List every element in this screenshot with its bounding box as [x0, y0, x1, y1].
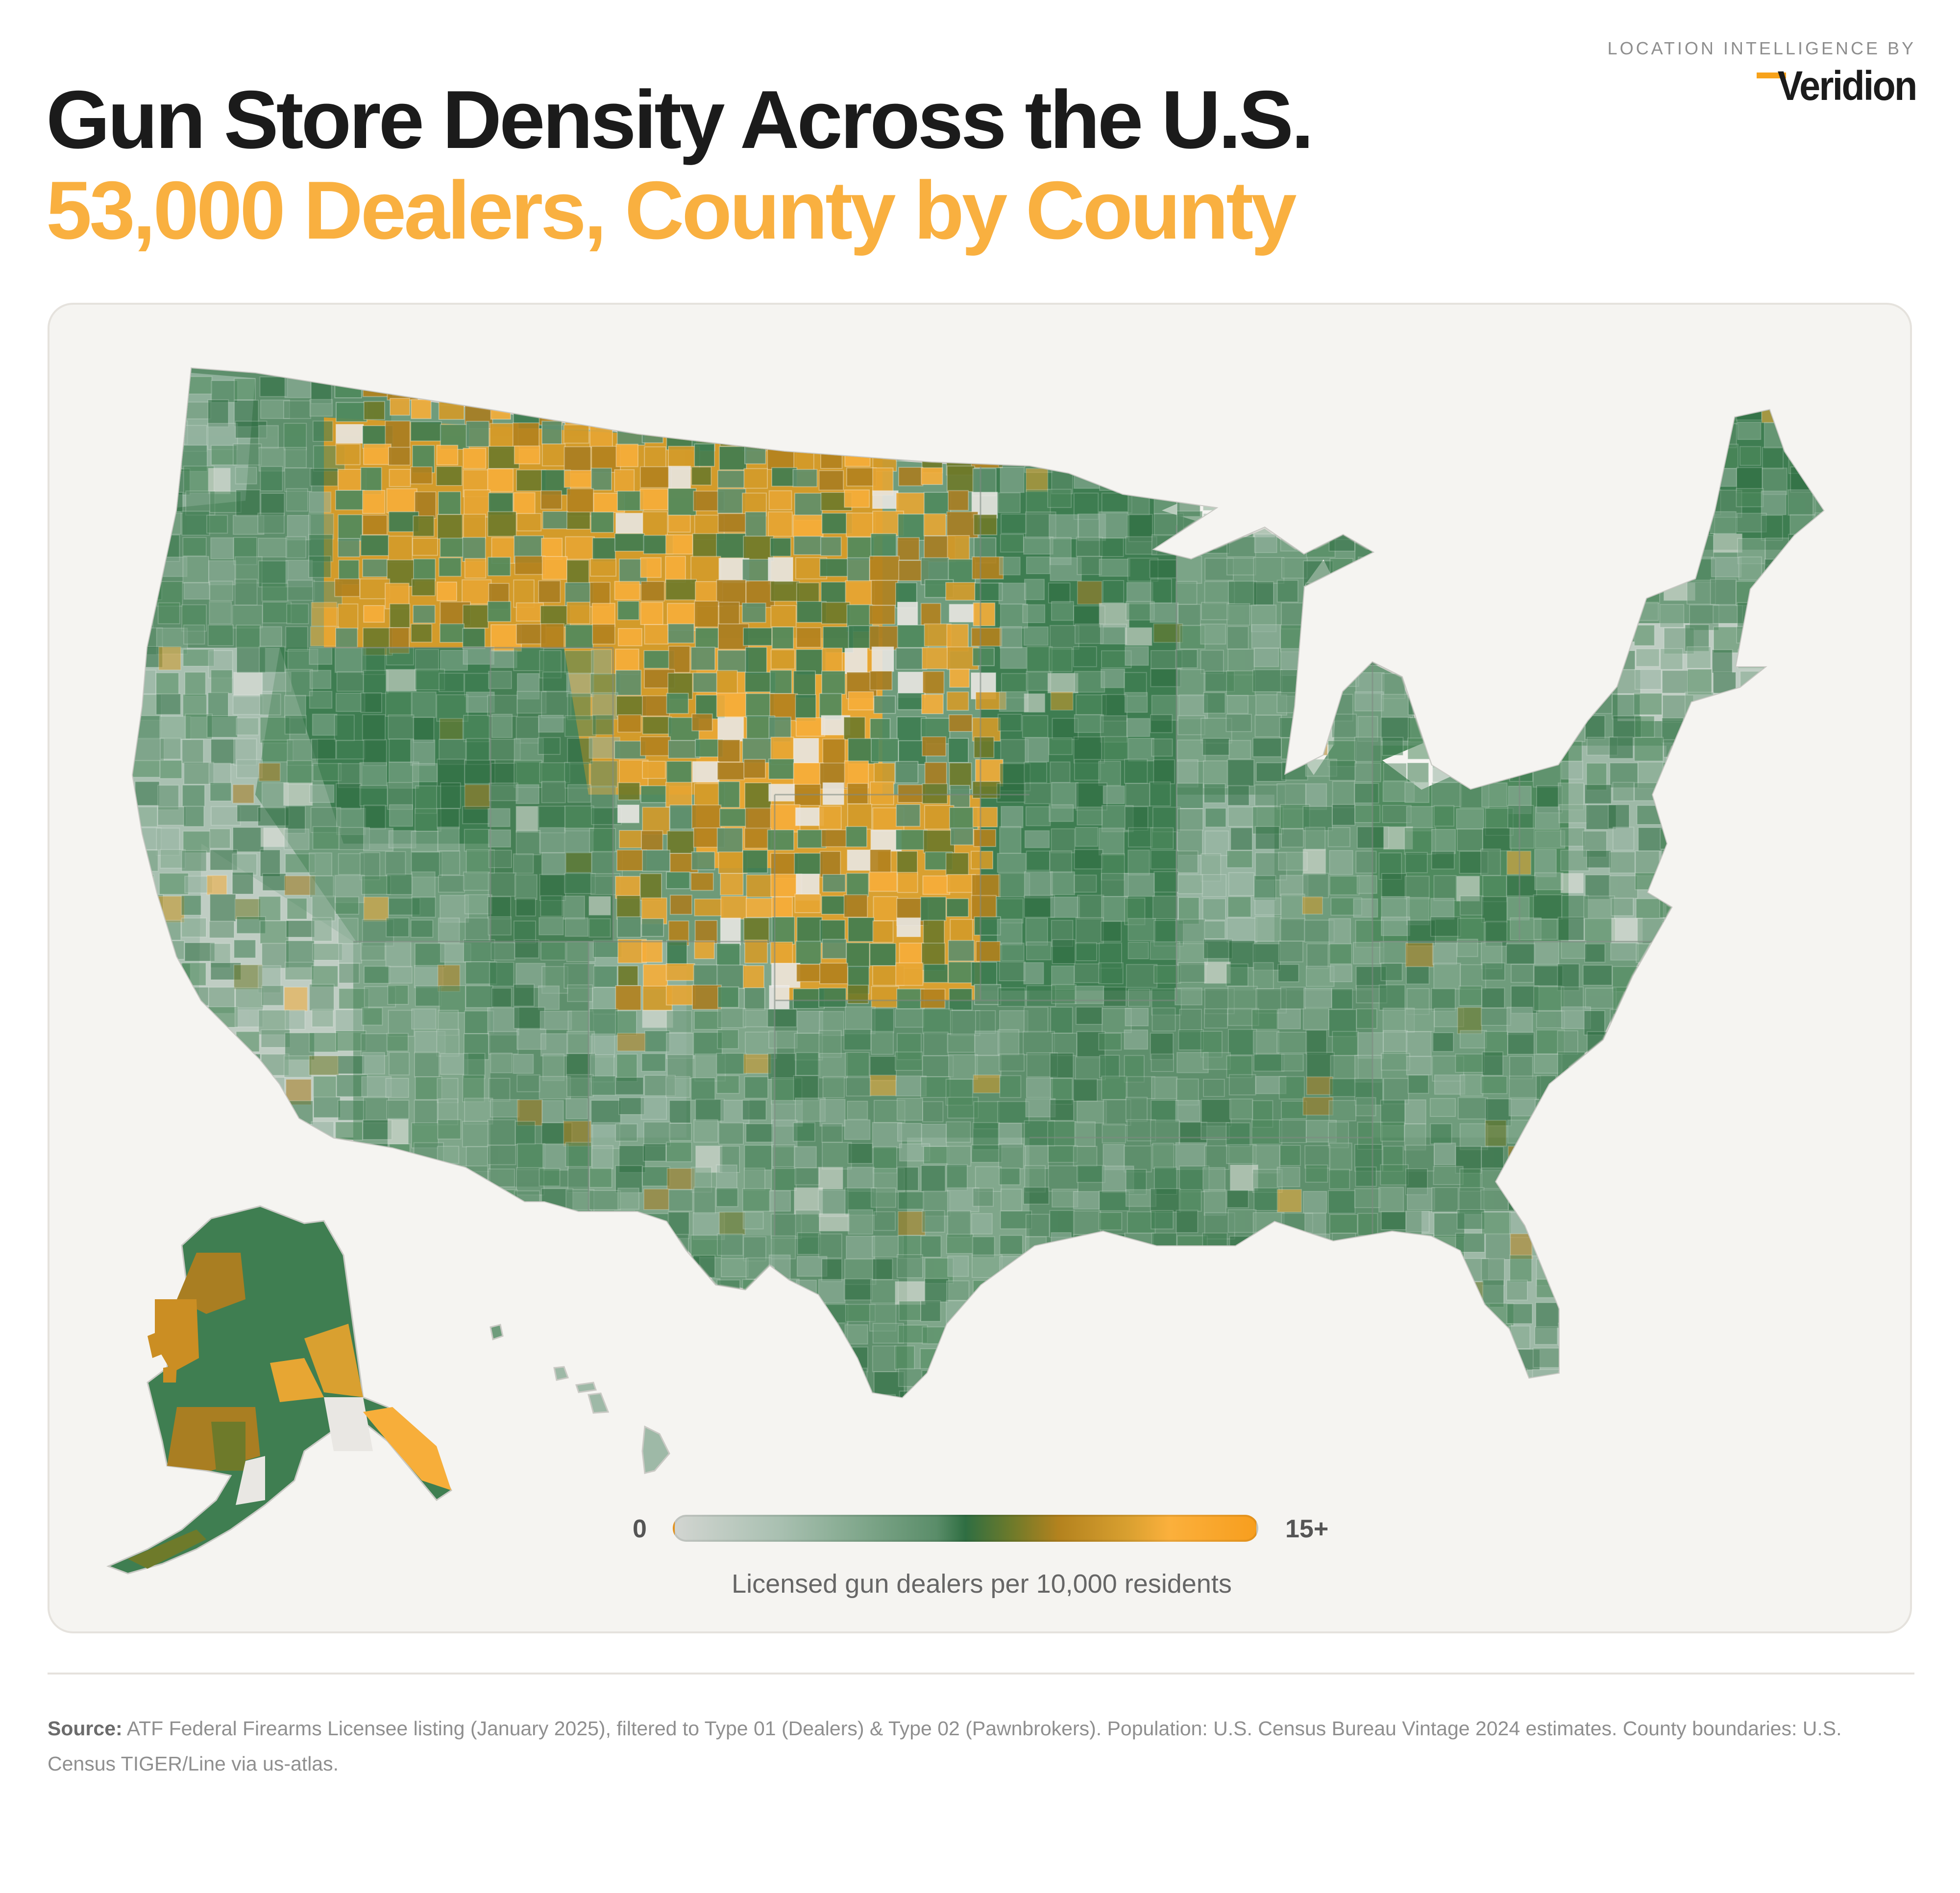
legend-max-label: 15+: [1285, 1515, 1329, 1543]
map-card: 0 15+ Licensed gun dealers per 10,000 re…: [48, 303, 1912, 1633]
contiguous-us: [131, 367, 1825, 1399]
page-title: Gun Store Density Across the U.S.: [46, 73, 1314, 166]
source-label: Source:: [48, 1717, 122, 1740]
choropleth-map[interactable]: [49, 305, 1912, 1633]
alaska-inset: [106, 1205, 452, 1575]
veridion-logo[interactable]: Veridion: [1756, 63, 1917, 109]
page-subtitle: 53,000 Dealers, County by County: [46, 164, 1297, 256]
brand-credit: LOCATION INTELLIGENCE BY Veridion: [1607, 38, 1917, 106]
legend-color-scale: [673, 1515, 1258, 1542]
footer-divider: [48, 1673, 1914, 1675]
source-note: Source: ATF Federal Firearms Licensee li…: [48, 1711, 1880, 1781]
legend-min-label: 0: [633, 1515, 647, 1543]
hawaii-inset: [490, 1324, 670, 1474]
logo-accent-bar-icon: [1756, 73, 1786, 78]
brand-name: Veridion: [1777, 63, 1917, 109]
source-text: ATF Federal Firearms Licensee listing (J…: [48, 1717, 1842, 1775]
legend-caption: Licensed gun dealers per 10,000 resident…: [732, 1569, 1232, 1599]
credit-kicker: LOCATION INTELLIGENCE BY: [1607, 38, 1916, 58]
